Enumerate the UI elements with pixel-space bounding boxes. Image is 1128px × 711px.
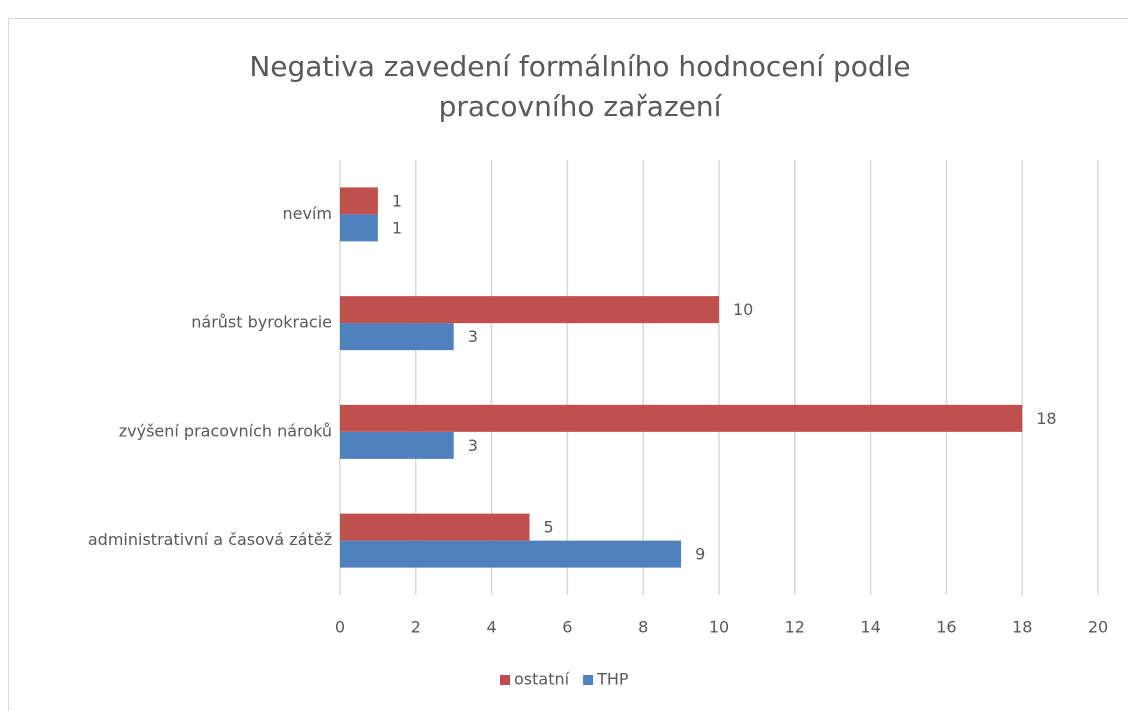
y-tick-label: administrativní a časová zátěž — [88, 530, 332, 549]
bar — [340, 187, 378, 215]
data-label: 9 — [695, 545, 705, 564]
bar — [340, 513, 530, 541]
y-tick-label: nevím — [283, 204, 332, 223]
x-tick-label: 4 — [487, 618, 497, 637]
bar — [340, 404, 1023, 432]
bar — [340, 431, 454, 459]
x-tick-label: 16 — [936, 618, 956, 637]
x-tick-label: 14 — [860, 618, 880, 637]
x-tick-label: 2 — [411, 618, 421, 637]
x-tick-label: 18 — [1012, 618, 1032, 637]
data-label: 1 — [392, 191, 402, 210]
x-tick-label: 0 — [335, 618, 345, 637]
bar — [340, 323, 454, 351]
bar — [340, 214, 378, 242]
data-label: 10 — [733, 300, 753, 319]
x-tick-label: 10 — [709, 618, 729, 637]
data-label: 18 — [1036, 409, 1056, 428]
data-label: 3 — [468, 327, 478, 346]
legend-label: THP — [596, 670, 629, 689]
chart-title: Negativa zavedení formálního hodnocení p… — [249, 50, 910, 83]
legend-label: ostatní — [514, 670, 570, 689]
x-tick-label: 20 — [1088, 618, 1108, 637]
bar — [340, 540, 682, 568]
x-tick-label: 6 — [562, 618, 572, 637]
y-tick-label: zvýšení pracovních nároků — [119, 421, 332, 440]
chart-title: pracovního zařazení — [439, 90, 723, 123]
bar — [340, 296, 719, 324]
y-tick-label: nárůst byrokracie — [191, 313, 332, 332]
data-label: 5 — [544, 518, 554, 537]
x-tick-label: 8 — [638, 618, 648, 637]
data-label: 3 — [468, 436, 478, 455]
x-tick-label: 12 — [785, 618, 805, 637]
legend-swatch — [500, 675, 510, 685]
chart-frame — [8, 18, 1128, 711]
legend-swatch — [583, 675, 594, 685]
data-label: 1 — [392, 218, 402, 237]
